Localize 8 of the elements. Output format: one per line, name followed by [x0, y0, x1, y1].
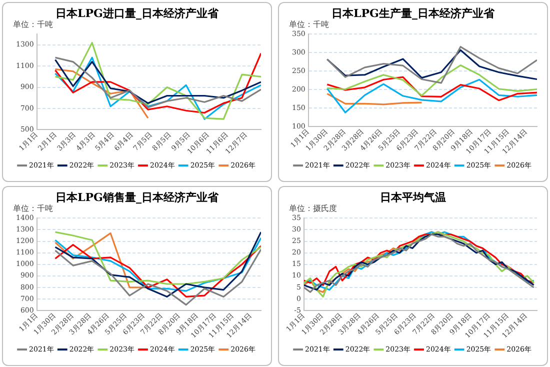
chart-title: 日本LPG进口量_日本经济产业省 — [54, 6, 220, 21]
y-axis-title: 单位：千吨 — [289, 19, 329, 30]
y-axis-title: 单位：摄氏度 — [289, 203, 337, 214]
y-axis-title: 单位：千吨 — [13, 19, 53, 30]
y-axis-title: 单位：千吨 — [13, 203, 53, 214]
chart-title: 日本LPG生产量_日本经济产业省 — [330, 6, 496, 21]
chart-title: 日本LPG销售量_日本经济产业省 — [54, 190, 220, 205]
chart-title: 日本平均气温 — [379, 190, 447, 205]
